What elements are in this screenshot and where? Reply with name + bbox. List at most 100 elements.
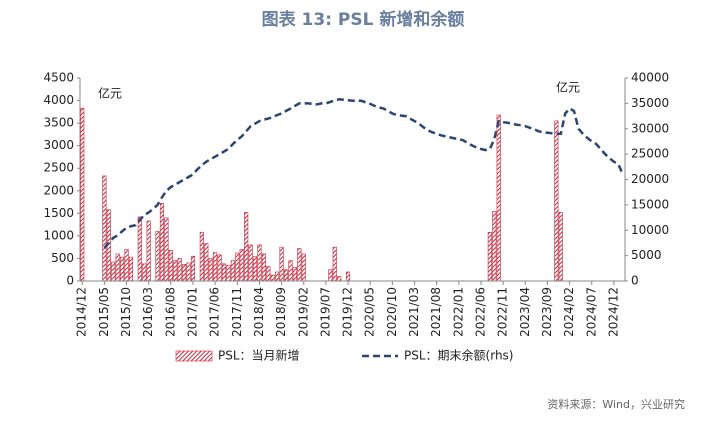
y-tick-label: 500 (51, 251, 74, 265)
bar (345, 271, 351, 282)
bar (297, 248, 302, 282)
bar (155, 231, 160, 282)
y2-tick-label: 15000 (631, 197, 669, 211)
bar (487, 231, 492, 282)
y2-tick-label: 10000 (631, 223, 669, 237)
bar (275, 271, 280, 282)
x-tick-label: 2019/12 (341, 287, 355, 337)
bar (292, 267, 297, 282)
x-tick-label: 2017/11 (230, 287, 244, 337)
bar (266, 266, 271, 282)
bar (142, 263, 147, 282)
y2-tick-label: 25000 (631, 147, 669, 161)
bar (80, 107, 85, 282)
bar (283, 269, 289, 282)
bar (496, 114, 501, 282)
x-tick-label: 2014/12 (75, 287, 89, 337)
bar (235, 252, 240, 282)
bar (261, 253, 266, 282)
bar (159, 203, 165, 282)
bar (204, 243, 209, 282)
chart-title: 图表 13: PSL 新增和余额 (262, 9, 465, 30)
bar (128, 256, 134, 282)
bar (558, 212, 563, 282)
y-tick-label: 3000 (43, 138, 74, 152)
bar (115, 253, 120, 282)
x-tick-label: 2019/02 (296, 287, 310, 337)
y-tick-label: 4500 (43, 71, 74, 85)
x-tick-label: 2016/03 (141, 287, 155, 337)
legend-label: PSL：当月新增 (218, 348, 300, 363)
bar (164, 217, 169, 282)
x-tick-label: 2019/07 (318, 287, 332, 337)
legend-label: PSL：期末余额(rhs) (404, 348, 513, 363)
bar (328, 269, 333, 282)
unit-label: 亿元 (556, 80, 580, 95)
x-tick-label: 2017/06 (208, 287, 222, 337)
bar (173, 260, 178, 282)
bar (111, 261, 116, 282)
x-tick-label: 2021/08 (429, 287, 443, 337)
x-tick-label: 2022/01 (451, 287, 465, 337)
bar (177, 258, 182, 282)
bar (137, 216, 142, 282)
x-tick-label: 2022/11 (496, 287, 510, 337)
x-tick-label: 2024/07 (584, 287, 598, 337)
bar (182, 264, 187, 282)
x-tick-label: 2017/01 (185, 287, 199, 337)
y2-tick-label: 30000 (631, 121, 669, 135)
y-tick-label: 1000 (43, 228, 74, 242)
bar (221, 263, 227, 282)
y2-tick-label: 0 (631, 274, 639, 288)
bar (270, 274, 275, 282)
bar (301, 253, 306, 282)
x-tick-label: 2021/03 (407, 287, 421, 337)
bar (257, 244, 262, 282)
bar (554, 120, 559, 282)
x-tick-label: 2022/06 (473, 287, 487, 337)
x-tick-label: 2016/08 (163, 287, 177, 337)
bar (124, 249, 129, 282)
x-tick-label: 2024/02 (562, 287, 576, 337)
x-tick-label: 2018/09 (274, 287, 288, 337)
bar (248, 244, 253, 282)
bar (199, 231, 204, 282)
y-tick-label: 3500 (43, 116, 74, 130)
y2-tick-label: 40000 (631, 71, 669, 85)
bar (120, 256, 125, 282)
line (103, 98, 624, 249)
bar (230, 260, 235, 282)
y2-tick-label: 5000 (631, 248, 662, 262)
x-tick-label: 2018/04 (252, 287, 266, 337)
bar (213, 252, 218, 282)
y2-tick-label: 35000 (631, 96, 669, 110)
y-tick-label: 2000 (43, 183, 74, 197)
x-tick-label: 2020/05 (363, 287, 377, 337)
y2-tick-label: 20000 (631, 172, 669, 186)
bar (102, 175, 107, 282)
legend-swatch (175, 350, 213, 362)
bar (244, 212, 249, 282)
bar (239, 249, 244, 282)
bar (252, 256, 258, 282)
y-tick-label: 1500 (43, 206, 74, 220)
bar (337, 276, 342, 282)
bar (168, 250, 173, 282)
unit-label: 亿元 (98, 86, 122, 101)
x-tick-label: 2023/09 (540, 287, 554, 337)
x-tick-label: 2024/12 (606, 287, 620, 337)
bar (217, 254, 222, 282)
bar (208, 258, 213, 282)
y-tick-label: 4000 (43, 93, 74, 107)
bar (146, 220, 151, 282)
x-tick-label: 2023/04 (518, 287, 532, 337)
bar (190, 255, 196, 282)
bar (279, 246, 284, 282)
bar (288, 260, 293, 282)
bar (226, 264, 231, 282)
bar (332, 246, 337, 282)
source: 资料来源：Wind，兴业研究 (547, 397, 685, 411)
y-tick-label: 2500 (43, 161, 74, 175)
x-tick-label: 2015/05 (97, 287, 111, 337)
